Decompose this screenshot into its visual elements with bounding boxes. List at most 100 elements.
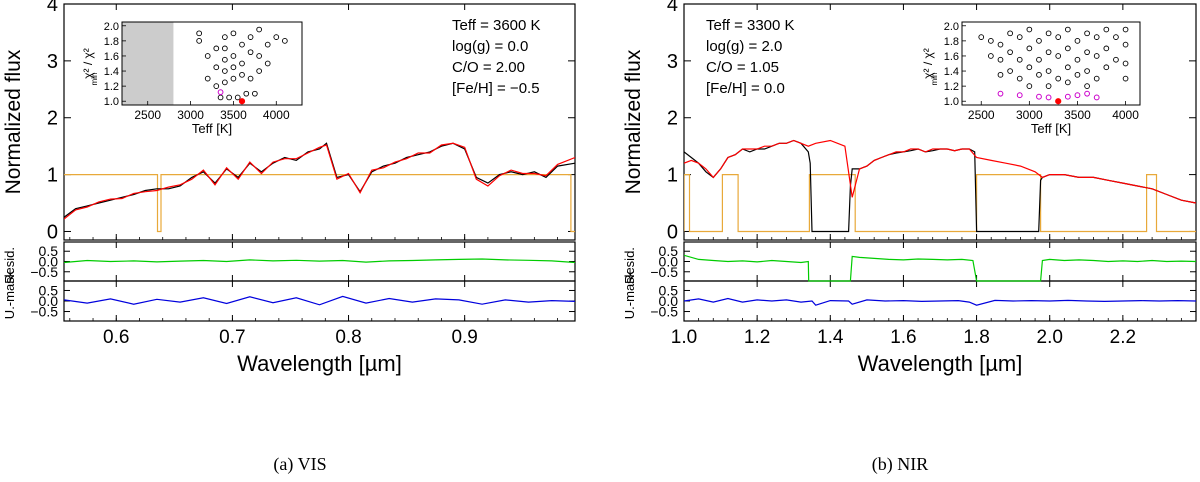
inset-point	[1084, 49, 1090, 56]
observed-spectrum-line	[64, 142, 575, 218]
umask-y-axis-title: U.-mask	[2, 270, 17, 319]
x-tick-label: 1.6	[890, 327, 916, 348]
inset-x-tick-label: 3000	[177, 108, 204, 122]
inset-point	[1036, 56, 1042, 63]
inset-x-tick-label: 3500	[1064, 108, 1091, 122]
y-tick-label: 0	[667, 221, 678, 243]
inset-y-axis-title: χ² / χ²	[921, 48, 935, 79]
inset-point	[1064, 26, 1071, 33]
y-tick-label: 2	[667, 108, 678, 130]
inset-point	[1103, 26, 1110, 33]
inset-point	[1036, 38, 1042, 44]
inset-best-point	[238, 98, 246, 105]
inset-point	[252, 90, 258, 97]
inset-point	[1122, 75, 1129, 82]
inset-point	[1007, 49, 1013, 56]
inset-y-tick-label: 1.8	[944, 36, 959, 48]
inset-point	[247, 75, 254, 82]
x-tick-label: 1.8	[963, 327, 989, 348]
inset-point	[988, 53, 994, 59]
inset-y-axis-title: χ² / χ²	[81, 48, 95, 79]
inset-x-tick-label: 2500	[134, 108, 161, 122]
inset-point	[1016, 56, 1023, 63]
parameter-annotation: log(g) = 2.0	[706, 38, 782, 55]
x-tick-label: 2.0	[1037, 327, 1063, 348]
inset-point	[264, 41, 271, 48]
resid-y-axis-title: Resid.	[622, 247, 637, 284]
inset-point	[1055, 53, 1062, 59]
resid-y-tick-label: −0.5	[650, 304, 678, 320]
inset-y-tick-label: 1.0	[104, 96, 119, 108]
inset-point	[1093, 75, 1100, 82]
main-plot-frame	[63, 3, 576, 241]
inset-point	[1007, 30, 1013, 37]
inset-y-tick-label: 1.6	[104, 51, 119, 63]
inset-point	[1016, 75, 1023, 82]
inset-point	[1036, 71, 1042, 78]
parameter-annotation: Teff = 3300 K	[706, 17, 795, 34]
inset-x-tick-label: 2500	[968, 108, 995, 122]
inset-point	[1045, 30, 1052, 37]
x-tick-label: 0.8	[335, 327, 361, 348]
inset-point	[1064, 64, 1071, 71]
inset-highlight-point	[1084, 90, 1090, 97]
resid-y-axis-title: Resid.	[2, 247, 17, 284]
mask-line	[684, 174, 1196, 233]
inset-highlight-point	[1093, 94, 1100, 101]
inset-y-tick-label: 2.0	[104, 21, 119, 33]
inset-x-tick-label: 4000	[263, 108, 290, 122]
resid-y-tick-label: 0.0	[659, 254, 679, 270]
inset-excluded-region	[122, 22, 174, 105]
inset-point	[256, 26, 262, 33]
inset-point	[226, 94, 232, 101]
inset-point	[222, 68, 228, 74]
inset-point	[1113, 56, 1119, 63]
parameter-annotation: C/O = 2.00	[452, 59, 525, 76]
inset-y-axis-subscript: min	[90, 73, 99, 86]
y-tick-label: 3	[47, 51, 58, 73]
inset-point	[1045, 68, 1052, 74]
inset-point	[239, 60, 245, 67]
inset-point	[1103, 64, 1110, 71]
inset-x-axis-title: Teff [K]	[192, 121, 232, 136]
inset-point	[1016, 34, 1023, 40]
inset-point	[264, 60, 271, 67]
inset-highlight-point	[217, 89, 224, 96]
inset-point	[234, 94, 241, 101]
nir-panel: 1.0 1.2 1.4 1.6 1.8 2.0 2.2 Wavelength [µm] 0 1 2 3…	[622, 0, 1197, 376]
inset-y-tick-label: 1.8	[104, 36, 119, 48]
inset-point	[1074, 56, 1081, 63]
inset-point	[196, 30, 202, 37]
x-tick-label: 2.2	[1110, 327, 1136, 348]
inset-point	[239, 71, 245, 78]
x-tick-label: 1.2	[744, 327, 770, 348]
parameter-annotation: [Fe/H] = 0.0	[706, 80, 785, 97]
y-tick-label: 0	[47, 221, 58, 243]
inset-point	[247, 34, 254, 40]
inset-point	[978, 34, 985, 40]
x-axis-title: Wavelength [µm]	[858, 351, 1023, 376]
inset-point	[213, 64, 220, 71]
inset-y-axis-subscript: min	[930, 73, 939, 86]
inset-point	[222, 79, 228, 86]
inset-point	[1122, 60, 1129, 67]
inset-y-tick-label: 1.6	[944, 51, 959, 63]
umask-residual-line	[684, 297, 1196, 306]
inset-best-point	[1055, 98, 1062, 105]
inset-point	[222, 45, 228, 52]
inset-point	[213, 45, 220, 52]
inset-point	[204, 75, 211, 82]
resid-y-tick-label: 0.0	[39, 254, 59, 270]
umask-y-axis-title: U.-mask	[622, 270, 637, 319]
inset-point	[222, 56, 228, 63]
inset-highlight-point	[1016, 92, 1023, 99]
x-tick-label: 1.4	[817, 327, 844, 348]
resid-y-tick-label: 0.5	[39, 243, 59, 259]
x-tick-label: 0.7	[219, 327, 245, 348]
inset-point	[1113, 34, 1119, 40]
inset-point	[247, 49, 254, 56]
inset-point	[1084, 83, 1090, 89]
inset-point	[1093, 53, 1100, 59]
parameter-annotation: Teff = 3600 K	[452, 17, 541, 34]
